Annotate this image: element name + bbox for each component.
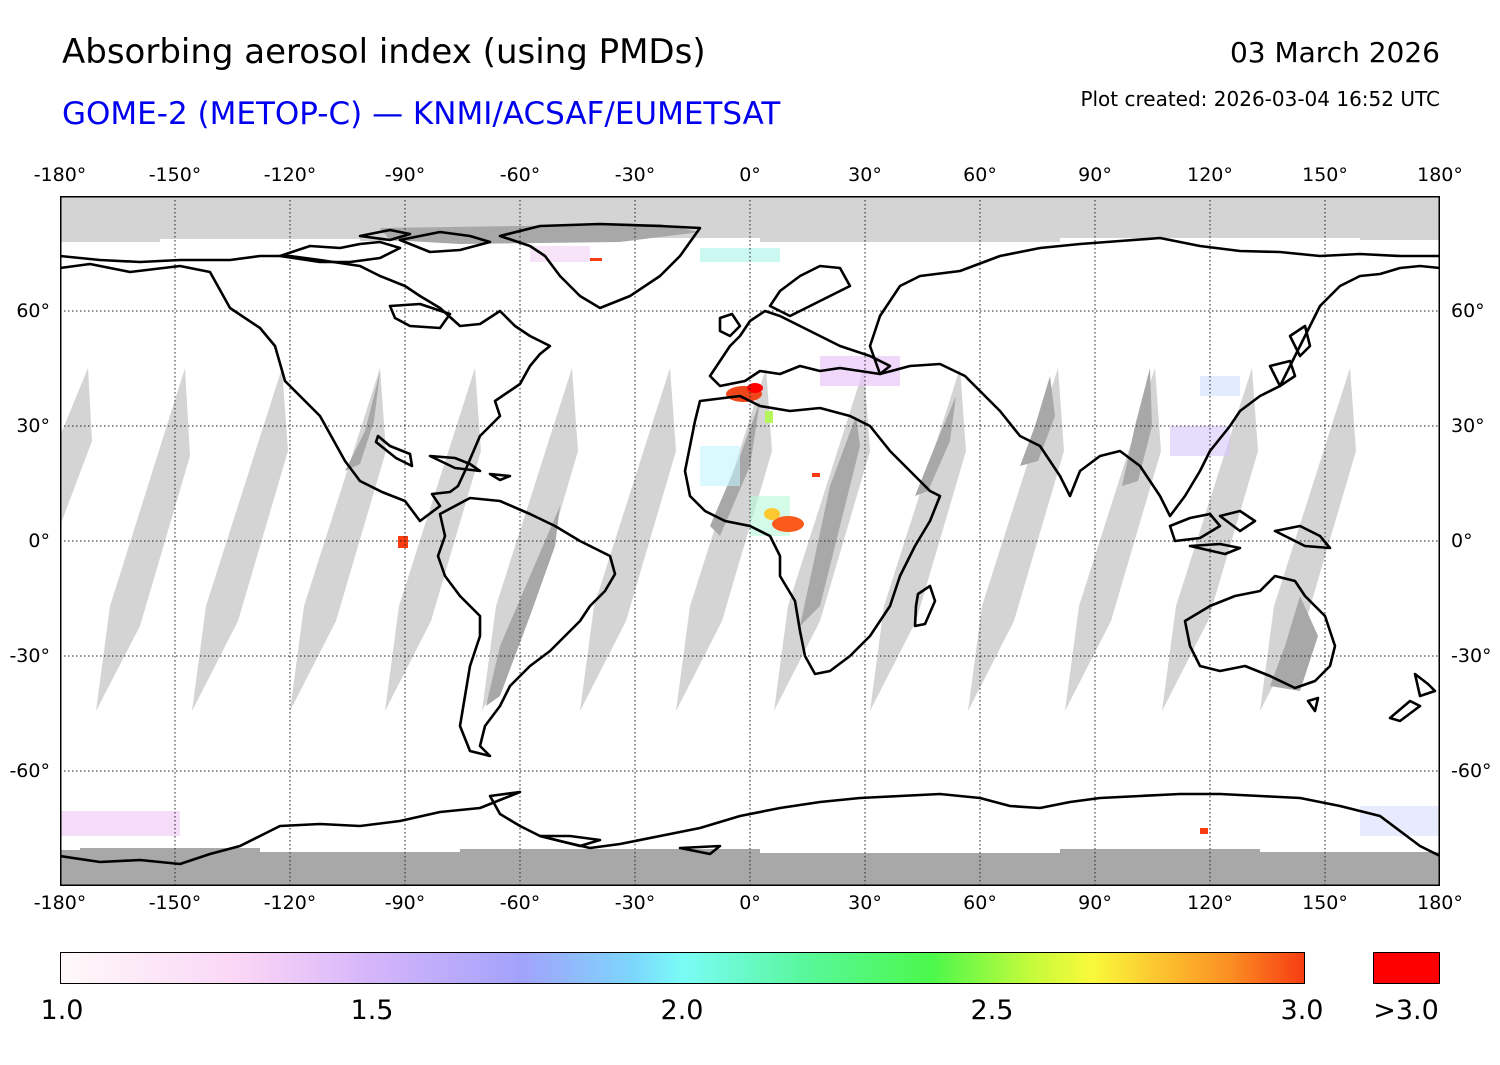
- lon-tick-bottom: -180°: [33, 892, 87, 914]
- lon-tick-top: 0°: [739, 164, 761, 186]
- map-date: 03 March 2026: [1229, 36, 1440, 69]
- lat-tick-left: 60°: [16, 300, 50, 322]
- lon-tick-top: -60°: [499, 164, 541, 186]
- lat-tick-left: 0°: [28, 530, 50, 552]
- lon-tick-bottom: 0°: [739, 892, 761, 914]
- aerosol-index-hotspots: [398, 258, 1208, 834]
- lon-tick-bottom: 120°: [1187, 892, 1233, 914]
- coastlines: [60, 222, 1440, 866]
- lon-tick-bottom: 180°: [1417, 892, 1463, 914]
- lat-tick-left: -60°: [9, 760, 50, 782]
- lon-tick-bottom: 90°: [1078, 892, 1112, 914]
- lon-tick-top: -90°: [384, 164, 426, 186]
- lon-tick-bottom: -150°: [148, 892, 202, 914]
- lat-tick-right: 60°: [1451, 300, 1485, 322]
- world-map: [60, 196, 1440, 886]
- lat-tick-right: -30°: [1451, 645, 1492, 667]
- lon-tick-top: 90°: [1078, 164, 1112, 186]
- lon-tick-top: 180°: [1417, 164, 1463, 186]
- lon-tick-bottom: 150°: [1302, 892, 1348, 914]
- lon-tick-top: 120°: [1187, 164, 1233, 186]
- lon-tick-top: -30°: [614, 164, 656, 186]
- colorbar-label: 2.0: [660, 995, 704, 1026]
- lon-tick-top: 30°: [848, 164, 882, 186]
- lat-tick-right: 0°: [1451, 530, 1473, 552]
- lon-tick-bottom: 30°: [848, 892, 882, 914]
- colorbar: [60, 952, 1305, 984]
- lon-tick-top: 60°: [963, 164, 997, 186]
- colorbar-label: 3.0: [1280, 995, 1324, 1026]
- lat-tick-right: -60°: [1451, 760, 1492, 782]
- map-subtitle: GOME-2 (METOP-C) — KNMI/ACSAF/EUMETSAT: [62, 96, 781, 132]
- lon-tick-bottom: -90°: [384, 892, 426, 914]
- lat-tick-left: -30°: [9, 645, 50, 667]
- lat-tick-right: 30°: [1451, 415, 1485, 437]
- lon-tick-bottom: -120°: [263, 892, 317, 914]
- lon-tick-bottom: 60°: [963, 892, 997, 914]
- lat-tick-left: 30°: [16, 415, 50, 437]
- colorbar-overflow-label: >3.0: [1373, 995, 1439, 1026]
- colorbar-label: 1.0: [40, 995, 84, 1026]
- colorbar-overflow-swatch: [1373, 952, 1440, 984]
- plot-created-text: Plot created: 2026-03-04 16:52 UTC: [1080, 87, 1440, 111]
- lon-tick-bottom: -30°: [614, 892, 656, 914]
- lon-tick-top: -150°: [148, 164, 202, 186]
- colorbar-label: 1.5: [350, 995, 394, 1026]
- lon-tick-top: -180°: [33, 164, 87, 186]
- lon-tick-top: 150°: [1302, 164, 1348, 186]
- colorbar-label: 2.5: [970, 995, 1014, 1026]
- lon-tick-top: -120°: [263, 164, 317, 186]
- lon-tick-bottom: -60°: [499, 892, 541, 914]
- map-title: Absorbing aerosol index (using PMDs): [62, 32, 706, 72]
